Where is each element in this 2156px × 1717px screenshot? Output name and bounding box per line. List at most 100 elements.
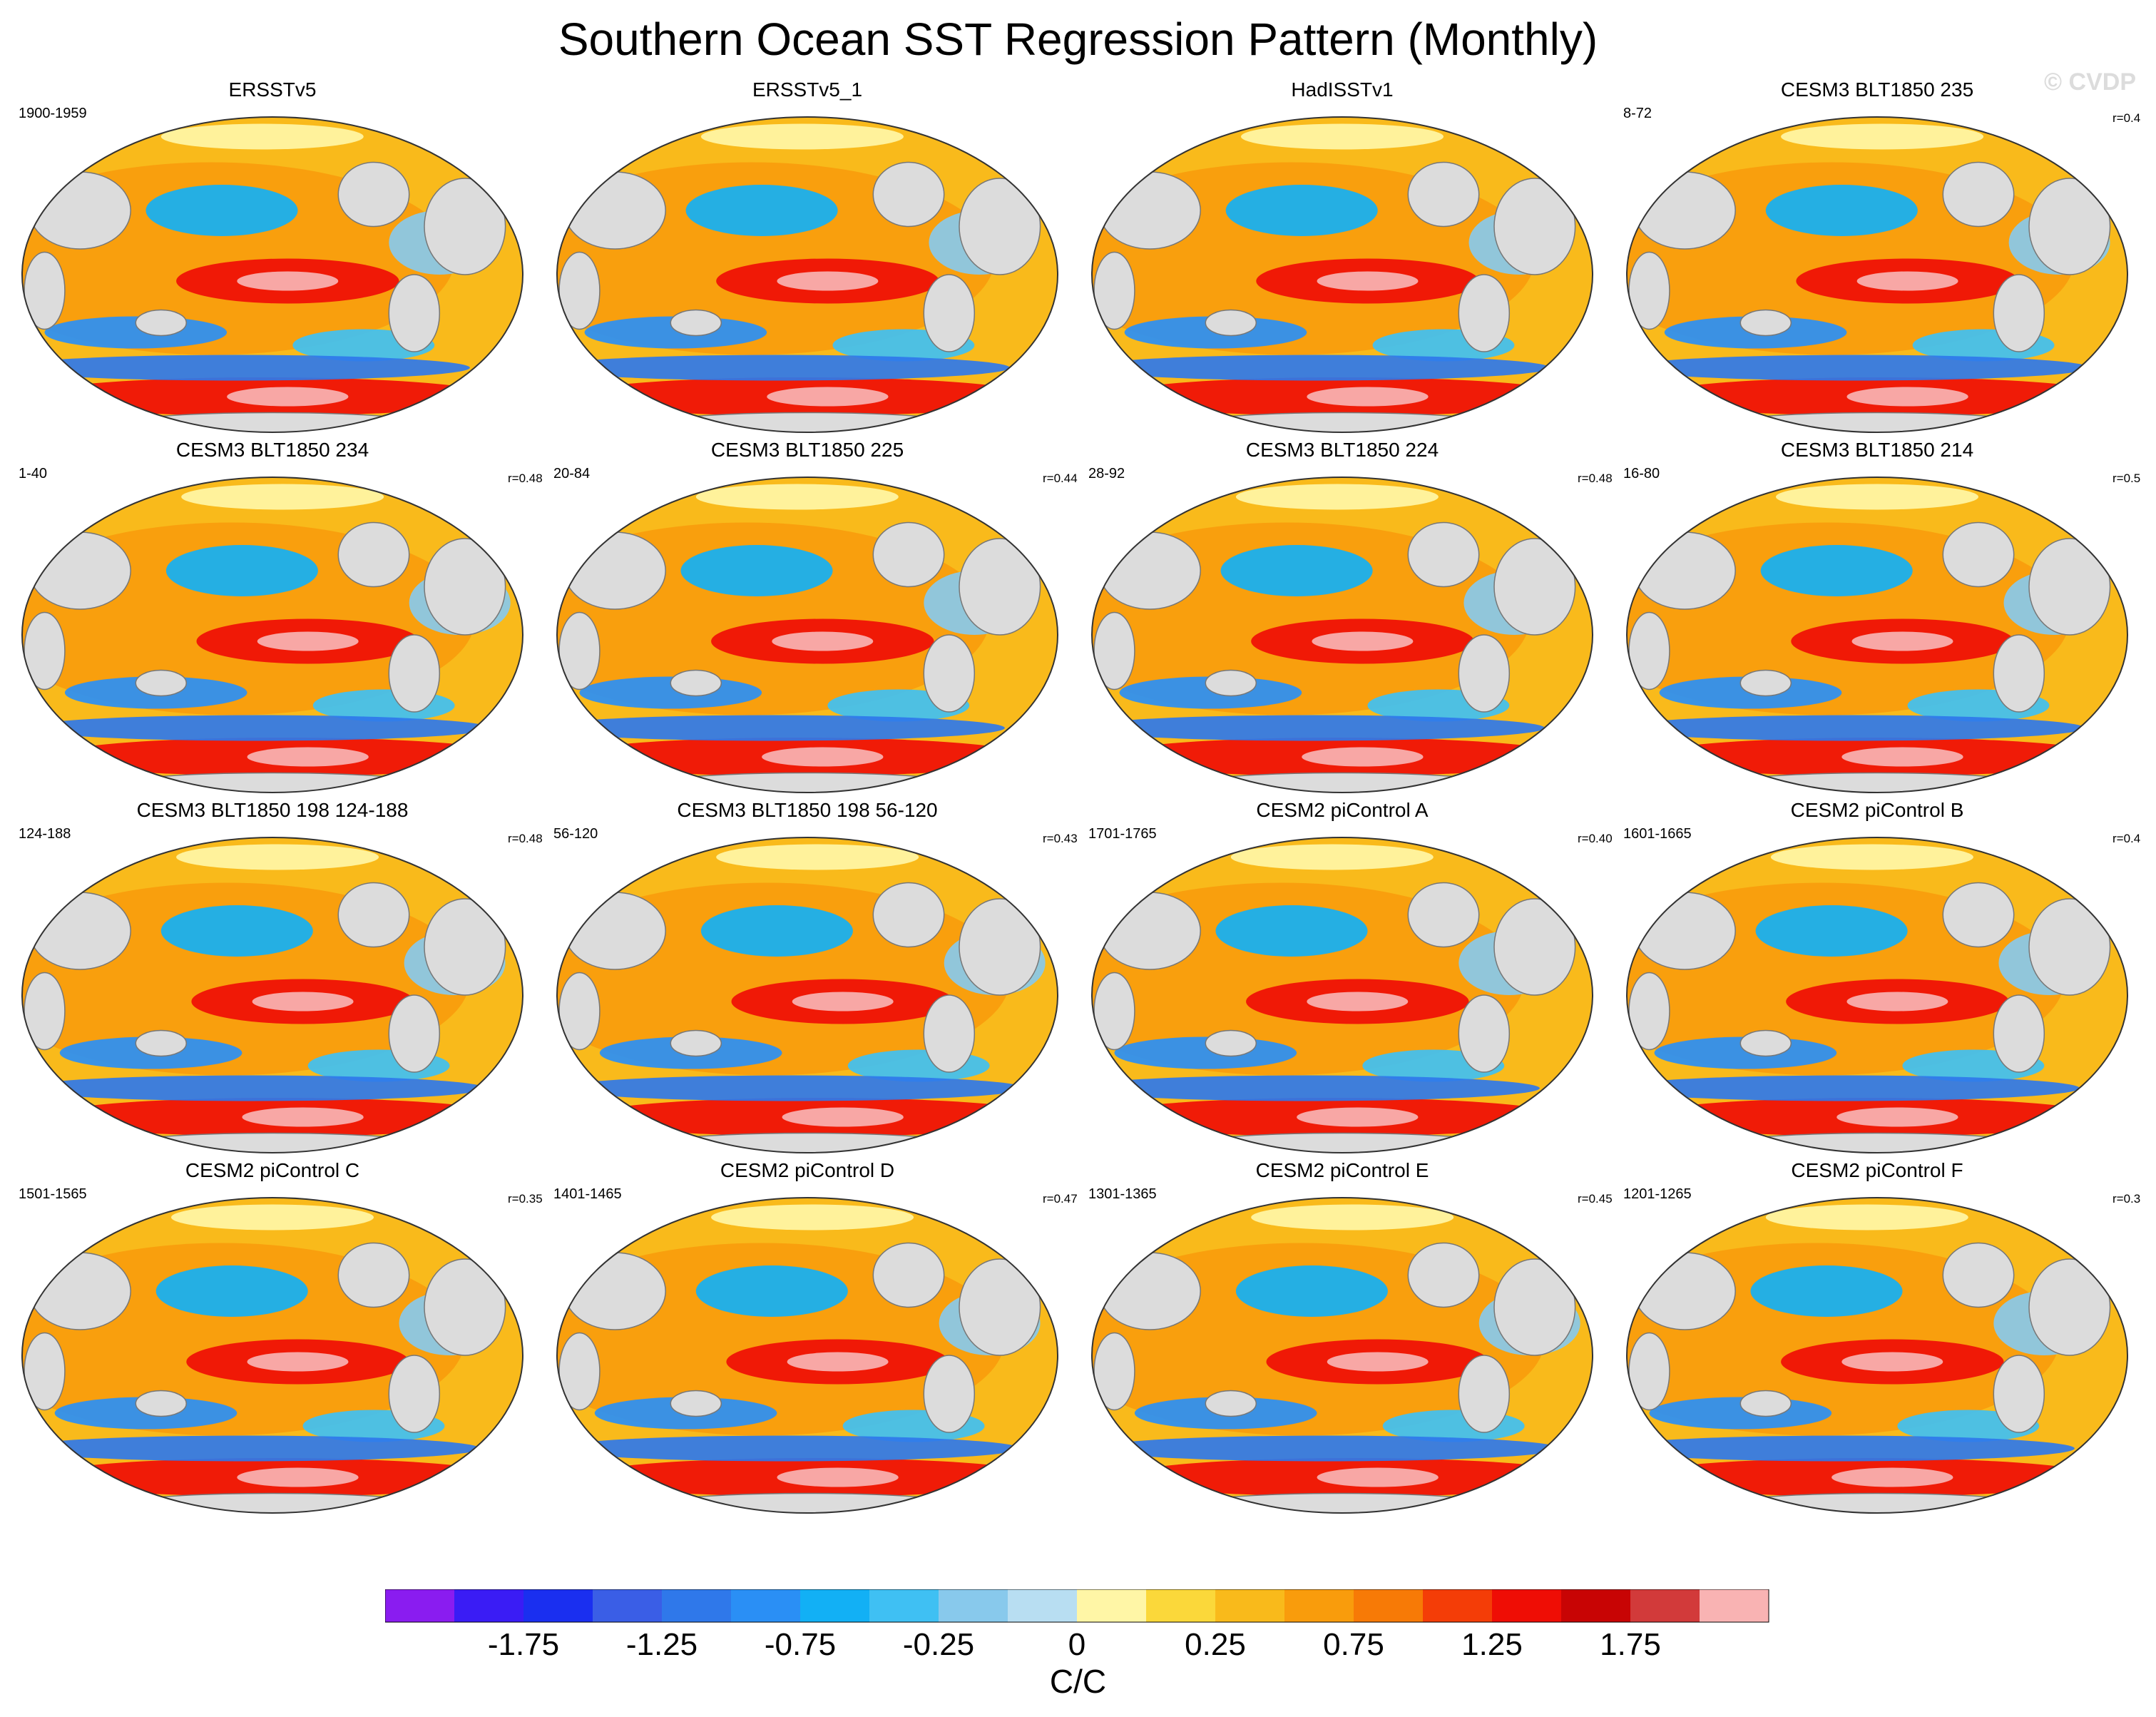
colorbar-frame	[385, 1589, 1769, 1623]
panel-title: CESM2 piControl B	[1790, 799, 1964, 821]
sst-anomaly-region	[1220, 545, 1373, 596]
sst-anomaly-region	[1241, 123, 1444, 150]
sst-anomaly-region	[1092, 715, 1545, 741]
sst-anomaly-region	[227, 387, 349, 407]
sst-anomaly-region	[1750, 1265, 1903, 1317]
sst-anomaly-region	[1627, 355, 2090, 381]
sst-anomaly-region	[1317, 271, 1419, 291]
map-outline	[556, 1197, 1058, 1514]
colorbar-swatch	[1492, 1589, 1561, 1622]
map-panel: CESM2 piControl A 1701-1765 r=0.40	[1078, 799, 1613, 1156]
sst-anomaly-region	[1235, 1265, 1388, 1317]
land-mask	[424, 538, 506, 636]
sst-anomaly-region	[685, 185, 838, 236]
sst-anomaly-region	[1215, 905, 1368, 957]
panel-title: CESM3 BLT1850 214	[1780, 439, 1974, 461]
land-mask	[923, 634, 976, 713]
sst-anomaly-region	[242, 1107, 364, 1127]
colorbar-swatch	[593, 1589, 662, 1622]
land-mask	[1407, 161, 1480, 228]
land-mask	[923, 274, 976, 352]
map-plot	[1091, 477, 1593, 793]
sst-anomaly-region	[247, 747, 369, 767]
sst-anomaly-region	[1092, 355, 1550, 381]
colorbar-tick-label: -0.25	[903, 1627, 974, 1661]
sst-anomaly-region	[237, 1467, 359, 1487]
land-mask	[1942, 521, 2015, 588]
land-mask	[872, 1242, 945, 1308]
panel-period: 16-80	[1623, 466, 1660, 482]
panel-title: CESM3 BLT1850 235	[1780, 78, 1974, 101]
sst-anomaly-region	[1765, 1204, 1968, 1231]
panel-correlation: r=0.44	[1043, 472, 1078, 485]
sst-anomaly-region	[160, 123, 364, 150]
colorbar-unit: C/C	[1049, 1663, 1107, 1700]
sst-anomaly-region	[787, 1352, 889, 1372]
sst-anomaly-region	[1846, 992, 1948, 1012]
sst-anomaly-region	[680, 545, 833, 596]
land-mask	[2028, 178, 2111, 275]
land-mask	[337, 521, 410, 588]
land-mask	[1407, 1242, 1480, 1308]
sst-anomaly-region	[716, 844, 919, 870]
sst-anomaly-region	[176, 844, 379, 870]
land-mask	[923, 994, 976, 1073]
land-mask	[670, 309, 722, 337]
land-mask	[1407, 882, 1480, 948]
sst-anomaly-region	[700, 905, 853, 957]
colorbar-swatch	[385, 1589, 454, 1622]
colorbar-tick-label: 0.75	[1323, 1627, 1384, 1661]
map-outline	[1626, 1197, 2128, 1514]
land-mask	[1628, 611, 1670, 691]
land-mask	[670, 1390, 722, 1417]
land-mask	[388, 634, 441, 713]
sst-anomaly-region	[557, 715, 1005, 741]
land-mask	[1458, 1355, 1511, 1433]
colorbar-swatch	[939, 1589, 1008, 1622]
sst-anomaly-region	[1251, 1204, 1454, 1231]
land-mask	[24, 251, 66, 330]
land-mask	[1093, 972, 1135, 1051]
land-mask	[1493, 178, 1576, 275]
land-mask	[1993, 634, 2045, 713]
land-mask	[424, 178, 506, 275]
land-mask	[135, 1390, 188, 1417]
sst-anomaly-region	[1302, 747, 1424, 767]
sst-anomaly-region	[22, 355, 470, 381]
land-mask	[1205, 1390, 1257, 1417]
map-plot	[1626, 1197, 2128, 1514]
sst-anomaly-region	[1851, 631, 1953, 651]
map-outline	[1091, 116, 1593, 433]
sst-anomaly-region	[145, 185, 298, 236]
map-outline	[21, 116, 523, 433]
sst-anomaly-region	[1776, 484, 1978, 510]
colorbar: -1.75 -1.25 -0.75 -0.25 0 0.25 0.75 1.25 1.75	[385, 1589, 1769, 1661]
panel-period: 1-40	[19, 466, 48, 482]
panel-period: 8-72	[1623, 106, 1652, 121]
sst-anomaly-region	[711, 1204, 914, 1231]
land-mask	[1942, 161, 2015, 228]
colorbar-swatch	[1284, 1589, 1354, 1622]
map-outline	[1091, 477, 1593, 793]
map-plot	[1091, 116, 1593, 433]
sst-anomaly-region	[160, 905, 313, 957]
land-mask	[388, 994, 441, 1073]
land-mask	[959, 178, 1041, 275]
panel-correlation: r=0.5	[2112, 472, 2141, 485]
land-mask	[1942, 1242, 2015, 1308]
colorbar-swatch	[1077, 1589, 1146, 1622]
panel-correlation: r=0.35	[508, 1192, 543, 1206]
sst-anomaly-region	[1841, 747, 1963, 767]
land-mask	[1739, 669, 1792, 697]
map-panel: CESM2 piControl E 1301-1365 r=0.45	[1078, 1159, 1613, 1516]
colorbar-swatch	[1215, 1589, 1284, 1622]
sst-anomaly-region	[1317, 1467, 1439, 1487]
land-mask	[1205, 309, 1257, 337]
sst-anomaly-region	[782, 1107, 904, 1127]
sst-anomaly-region	[24, 715, 491, 741]
land-mask	[2028, 538, 2111, 636]
panel-title: CESM3 BLT1850 225	[710, 439, 904, 461]
land-mask	[1493, 898, 1576, 996]
panel-correlation: r=0.4	[2112, 111, 2141, 125]
chart-title: Southern Ocean SST Regression Pattern (M…	[558, 14, 1598, 65]
